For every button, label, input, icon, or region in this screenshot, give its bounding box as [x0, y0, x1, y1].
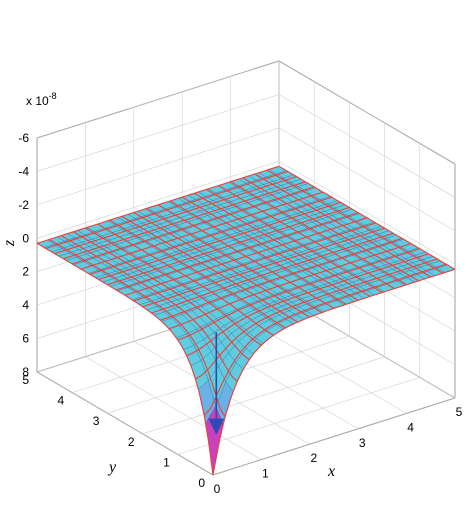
x-tick-label: 1 [262, 467, 269, 481]
coarse-grid-line [278, 165, 456, 270]
deflection-arrow [208, 332, 225, 435]
x-tick-label: 3 [359, 436, 366, 450]
z-axis-label: z [1, 239, 18, 247]
coarse-grid-line [107, 206, 350, 286]
grid-line [212, 397, 456, 476]
coarse-grid-line [230, 181, 407, 286]
arrow-head [208, 418, 225, 435]
grid-line [36, 94, 280, 172]
x-tick-label: 4 [407, 420, 414, 434]
y-tick-label: 2 [128, 435, 135, 449]
x-tick-label: 5 [456, 405, 463, 419]
coarse-grid-line [36, 165, 280, 244]
tick-labels: -6 -4 -2 0 2 4 6 8 0 1 2 3 4 5 0 1 2 3 4 5 [18, 131, 462, 496]
coarse-grid-line [266, 169, 444, 274]
coarse-grid-line [242, 177, 419, 282]
grid-line [36, 371, 214, 476]
coarse-grid-line [206, 188, 383, 293]
x-tick-label: 0 [214, 482, 221, 496]
coarse-grid-line [63, 181, 306, 260]
grid-line [278, 161, 456, 265]
z-tick-label: -4 [18, 164, 29, 178]
z-tick-label: 4 [22, 298, 29, 312]
grid-line [278, 127, 456, 232]
grid-line [36, 127, 280, 206]
y-tick-label: 5 [22, 373, 29, 387]
coarse-grid-line [181, 196, 359, 301]
grid-line [36, 60, 280, 139]
z-scale-base: x 10 [26, 94, 49, 108]
x-tick-label: 2 [310, 451, 317, 465]
z-tick-label: -6 [18, 131, 29, 145]
y-tick-label: 0 [198, 476, 205, 490]
z-tick-label: 0 [22, 231, 29, 245]
coarse-grid-line [54, 176, 297, 255]
z-tick-label: 8 [22, 365, 29, 379]
z-scale-label: x 10-8 [26, 91, 57, 108]
coarse-grid-line [72, 186, 315, 265]
y-axis-label: y [107, 459, 117, 476]
y-tick-label: 3 [93, 414, 100, 428]
coarse-grid-line [80, 191, 324, 270]
grid-line [278, 60, 456, 165]
coarse-grid-line [98, 201, 341, 281]
grid-line [142, 356, 385, 435]
grid-line [36, 160, 280, 239]
coarse-grid-line [116, 212, 359, 291]
grid-line [278, 94, 456, 198]
x-axis-label: x [327, 463, 335, 480]
z-tick-label: 2 [22, 265, 29, 279]
z-tick-label: -2 [18, 198, 29, 212]
coarse-grid-line [45, 170, 288, 250]
coarse-grid-line [218, 185, 395, 290]
coarse-grid-line [89, 196, 332, 275]
z-scale-exponent: -8 [49, 91, 57, 101]
coarse-grid-line [254, 173, 432, 278]
coarse-grid-overlay [36, 165, 456, 476]
coarse-grid-line [124, 217, 368, 296]
y-tick-label: 4 [58, 394, 65, 408]
grid-line [85, 356, 262, 460]
coarse-grid-line [169, 200, 347, 305]
z-tick-label: 6 [22, 332, 29, 346]
y-tick-label: 1 [163, 455, 170, 469]
coarse-grid-line [194, 192, 371, 297]
